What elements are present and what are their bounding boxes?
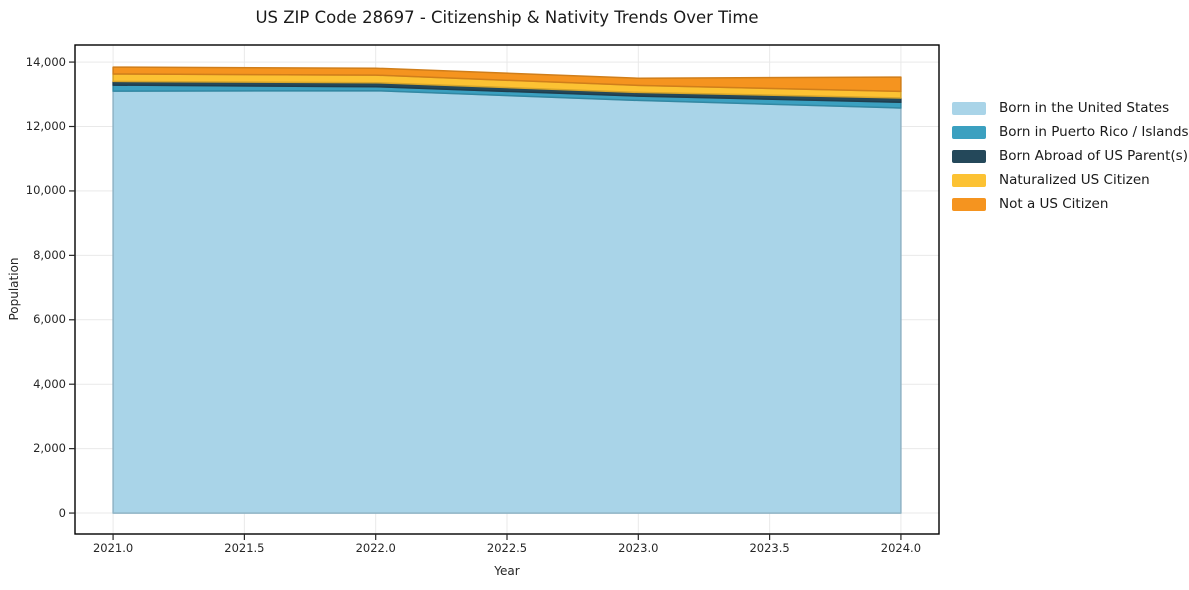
x-tick-label: 2021.5	[224, 541, 265, 555]
x-tick-label: 2022.0	[355, 541, 396, 555]
legend-item: Born in the United States	[952, 100, 1189, 116]
x-tick-label: 2021.0	[92, 541, 134, 555]
legend-swatch	[952, 173, 986, 187]
y-tick-label: 10,000	[25, 183, 66, 198]
chart-title: US ZIP Code 28697 - Citizenship & Nativi…	[255, 8, 759, 27]
y-tick-label: 4,000	[33, 376, 66, 391]
legend: Born in the United States Born in Puerto …	[952, 100, 1189, 221]
legend-item: Born Abroad of US Parent(s)	[952, 148, 1189, 164]
legend-item: Naturalized US Citizen	[952, 172, 1189, 188]
x-tick-label: 2023.5	[749, 541, 790, 555]
x-tick-label: 2022.5	[486, 541, 528, 555]
legend-swatch	[952, 101, 986, 115]
y-tick-label: 14,000	[25, 54, 66, 69]
y-tick-label: 12,000	[25, 119, 66, 133]
area-band-0	[112, 89, 902, 514]
y-tick-label: 8,000	[33, 247, 66, 262]
x-tick-label: 2023.0	[618, 541, 659, 555]
legend-label: Born in Puerto Rico / Islands	[999, 124, 1189, 140]
legend-swatch	[952, 125, 986, 139]
legend-swatch	[952, 197, 986, 211]
legend-swatch	[952, 149, 986, 163]
legend-label: Born in the United States	[999, 100, 1170, 116]
legend-label: Not a US Citizen	[999, 196, 1109, 212]
x-tick-label: 2024.0	[880, 541, 922, 555]
area-band-4	[112, 66, 902, 93]
y-tick-label: 6,000	[33, 312, 66, 327]
y-axis-label: Population	[7, 257, 21, 321]
legend-label: Naturalized US Citizen	[999, 172, 1150, 188]
legend-item: Born in Puerto Rico / Islands	[952, 124, 1189, 140]
y-tick-label: 2,000	[33, 441, 66, 456]
x-axis-label: Year	[494, 564, 520, 578]
y-tick-label: 0	[58, 505, 66, 520]
legend-label: Born Abroad of US Parent(s)	[999, 148, 1188, 164]
legend-item: Not a US Citizen	[952, 196, 1189, 212]
